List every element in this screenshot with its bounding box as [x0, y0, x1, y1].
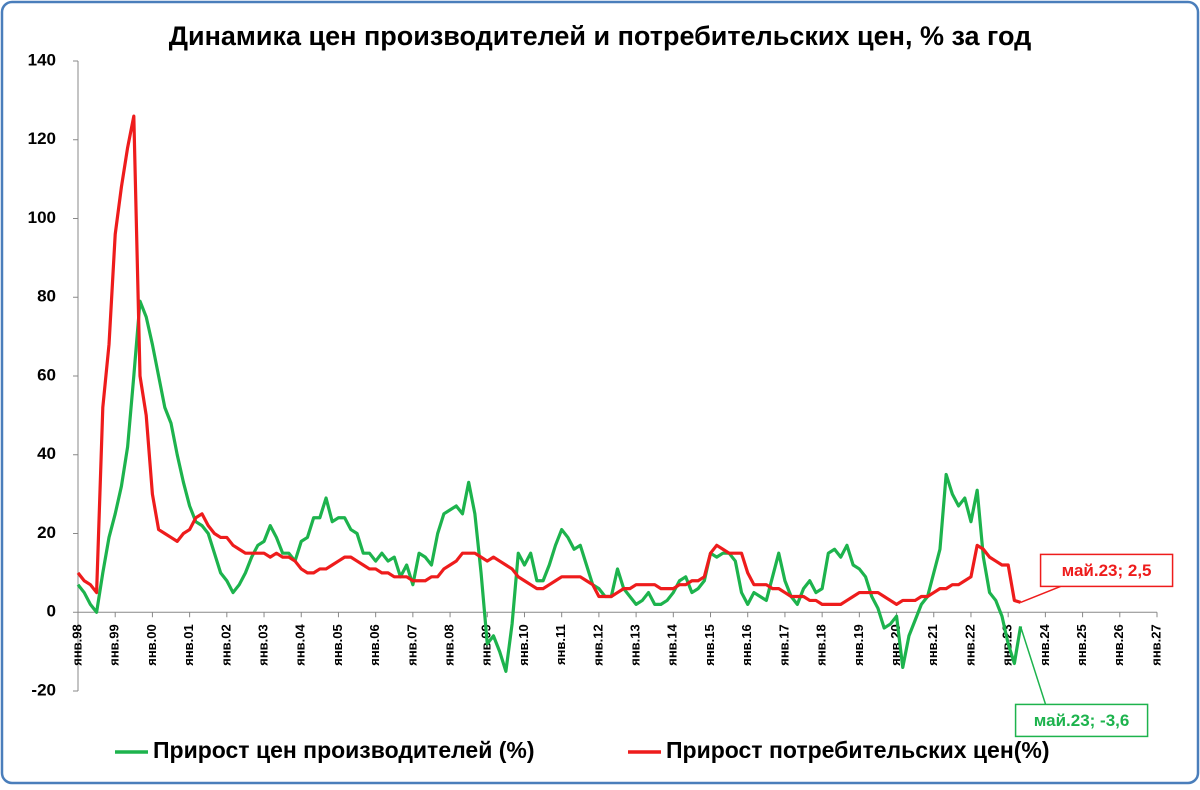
y-tick-label: 80 [37, 287, 56, 306]
y-tick-label: 60 [37, 365, 56, 384]
y-tick-label: 40 [37, 444, 56, 463]
legend-label: Прирост потребительских цен(%) [666, 737, 1050, 763]
x-tick-label: янв.26 [1111, 624, 1126, 666]
y-tick-label: 100 [28, 208, 56, 227]
x-tick-label: янв.25 [1074, 624, 1089, 666]
x-tick-label: янв.06 [367, 624, 382, 666]
x-tick-label: янв.98 [69, 624, 84, 666]
x-tick-label: янв.04 [293, 623, 308, 665]
annotation-box [1014, 703, 1149, 738]
x-tick-label: янв.22 [962, 624, 977, 666]
y-tick-label: 140 [28, 50, 56, 69]
x-tick-label: янв.15 [702, 624, 717, 666]
x-tick-label: янв.18 [814, 624, 829, 666]
x-tick-label: янв.14 [665, 623, 680, 665]
x-tick-label: янв.12 [590, 624, 605, 666]
annotation-leader [1020, 585, 1061, 604]
x-tick-label: янв.01 [181, 624, 196, 666]
annotation-label: май.23; 2,5 [1062, 561, 1152, 580]
y-tick-label: 120 [28, 129, 56, 148]
x-tick-label: янв.03 [255, 624, 270, 666]
annotation-box [1039, 553, 1174, 588]
y-tick-label: 20 [37, 523, 56, 542]
x-tick-label: янв.00 [144, 624, 159, 666]
series-line [76, 299, 1023, 673]
x-tick-label: янв.24 [1037, 623, 1052, 665]
x-tick-label: янв.05 [330, 624, 345, 666]
x-tick-label: янв.08 [442, 624, 457, 666]
y-tick-label: 0 [47, 602, 56, 621]
x-tick-label: янв.99 [107, 624, 122, 666]
x-tick-label: янв.19 [851, 624, 866, 666]
x-tick-label: янв.11 [553, 624, 568, 665]
y-tick-label: -20 [31, 680, 56, 699]
legend-label: Прирост цен производителей (%) [153, 737, 535, 763]
x-tick-label: янв.17 [776, 624, 791, 666]
annotation-leader [1019, 626, 1047, 705]
series-line [76, 114, 1022, 606]
annotation-label: май.23; -3,6 [1034, 711, 1130, 730]
x-tick-label: янв.21 [925, 624, 940, 666]
x-tick-label: янв.07 [404, 624, 419, 666]
x-tick-label: янв.13 [628, 624, 643, 666]
x-tick-label: янв.27 [1148, 624, 1163, 666]
chart-title: Динамика цен производителей и потребител… [169, 21, 1031, 51]
x-tick-label: янв.02 [218, 624, 233, 666]
x-tick-label: янв.09 [479, 624, 494, 666]
x-tick-label: янв.16 [739, 624, 754, 666]
x-tick-label: янв.10 [516, 624, 531, 666]
